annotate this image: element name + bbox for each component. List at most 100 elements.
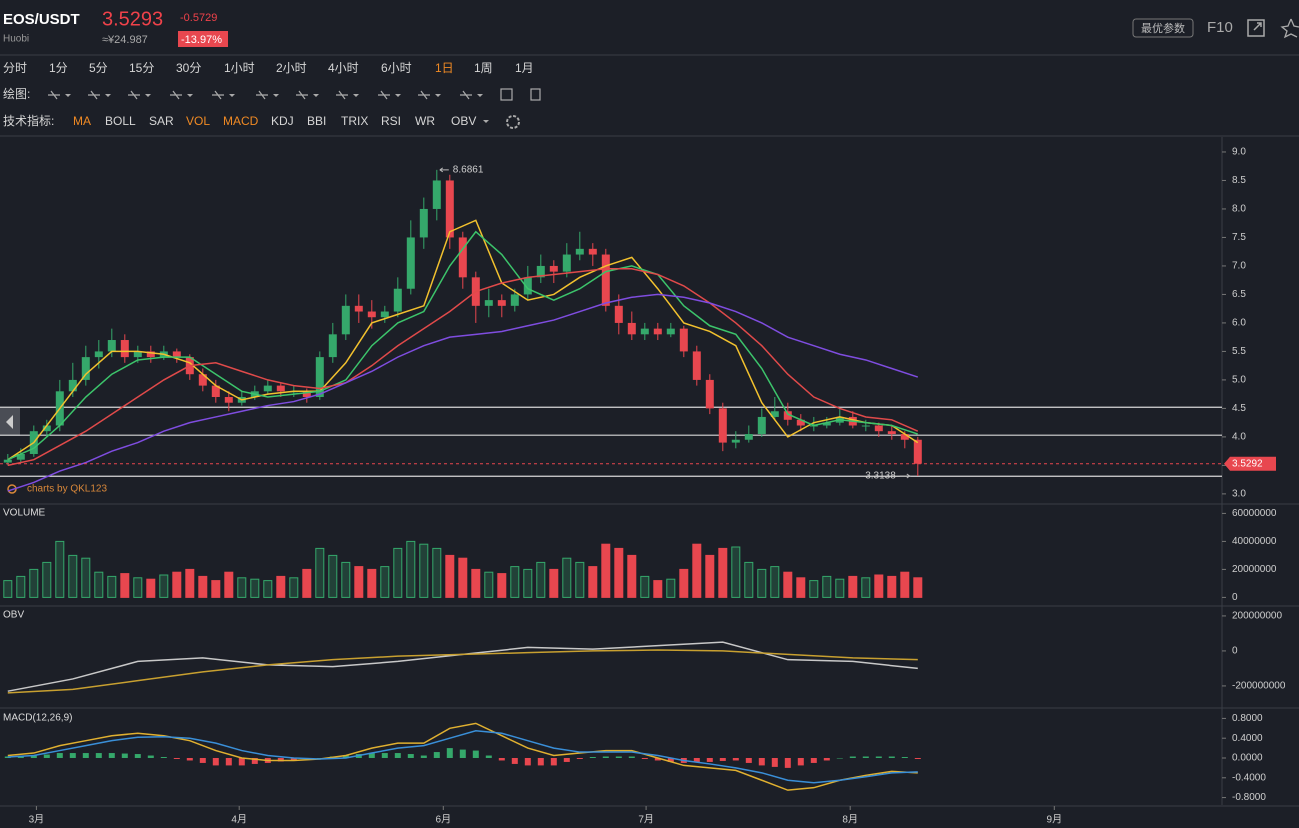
indicator-button[interactable]: VOL — [186, 114, 210, 128]
macd-bar — [563, 757, 570, 762]
tool-icon[interactable] — [500, 88, 513, 101]
tool-caret[interactable] — [313, 94, 319, 97]
tool-caret[interactable] — [395, 94, 401, 97]
macd-bar — [225, 757, 232, 766]
period-button[interactable]: 1分 — [49, 61, 68, 75]
tool-caret[interactable] — [435, 94, 441, 97]
tool-icon[interactable] — [170, 90, 182, 100]
macd-bar — [615, 756, 622, 758]
indicator-button[interactable]: MA — [73, 114, 91, 128]
volume-bar — [822, 575, 832, 598]
macd-bar — [758, 757, 765, 766]
indicator-button[interactable]: BBI — [307, 114, 326, 128]
indicator-button[interactable]: WR — [415, 114, 435, 128]
macd-bar — [771, 757, 778, 767]
candle-body — [887, 431, 896, 435]
indicator-caret[interactable] — [483, 120, 489, 123]
indicator-button[interactable]: OBV — [451, 114, 476, 128]
star-icon[interactable] — [1280, 18, 1299, 39]
macd-bar — [4, 756, 11, 758]
macd-bar — [537, 757, 544, 766]
period-button[interactable]: 2小时 — [276, 61, 307, 75]
volume-bar — [757, 568, 767, 598]
period-button[interactable]: 1小时 — [224, 61, 255, 75]
tool-icon[interactable] — [530, 88, 541, 101]
tool-caret[interactable] — [273, 94, 279, 97]
candle-body — [133, 351, 142, 358]
period-button[interactable]: 6小时 — [381, 61, 412, 75]
indicator-button[interactable]: KDJ — [271, 114, 294, 128]
macd-bar — [745, 757, 752, 763]
settings-icon[interactable] — [506, 115, 520, 129]
x-tick-label: 9月 — [1047, 814, 1063, 826]
volume-bar — [354, 566, 364, 598]
tool-caret[interactable] — [145, 94, 151, 97]
ma-line — [7, 219, 919, 461]
tool-icon[interactable] — [128, 90, 140, 100]
macd-bar — [30, 755, 37, 758]
volume-bar — [367, 568, 377, 598]
tool-caret[interactable] — [187, 94, 193, 97]
macd-bar — [212, 757, 219, 766]
tool-caret[interactable] — [229, 94, 235, 97]
y-tick-label: 6.0 — [1232, 318, 1246, 329]
candle-body — [354, 305, 363, 312]
tool-caret[interactable] — [353, 94, 359, 97]
period-button[interactable]: 1日 — [435, 61, 454, 75]
candle-body — [861, 425, 870, 427]
tool-icon[interactable] — [88, 90, 100, 100]
macd-bar — [589, 757, 596, 758]
tool-icon[interactable] — [336, 90, 348, 100]
period-button[interactable]: 4小时 — [328, 61, 359, 75]
button[interactable]: 最优参数 — [1141, 21, 1185, 35]
candle-body — [692, 351, 701, 380]
tool-icon[interactable] — [256, 90, 268, 100]
period-button[interactable]: 1周 — [474, 61, 493, 75]
indicator-button[interactable]: SAR — [149, 114, 174, 128]
fullscreen-icon[interactable] — [1247, 19, 1265, 37]
indicator-button[interactable]: TRIX — [341, 114, 368, 128]
candle-body — [263, 385, 272, 392]
y-tick-label: 8.0 — [1232, 204, 1246, 215]
period-button[interactable]: 分时 — [3, 61, 27, 75]
tool-icon[interactable] — [378, 90, 390, 100]
macd-bar — [901, 757, 908, 758]
tool-icon[interactable] — [418, 90, 430, 100]
candle-body — [874, 425, 883, 432]
indicator-button[interactable]: BOLL — [105, 114, 136, 128]
tool-icon[interactable] — [296, 90, 308, 100]
macd-bar — [810, 757, 817, 763]
candle-body — [16, 453, 25, 460]
tool-icon[interactable] — [460, 90, 472, 100]
tool-icon[interactable] — [212, 90, 224, 100]
button-frame[interactable] — [1132, 18, 1194, 38]
macd-bar — [342, 755, 349, 758]
collapse-arrow[interactable] — [6, 415, 13, 429]
macd-bar — [420, 755, 427, 758]
candle-body — [406, 237, 415, 289]
y-tick-label: 7.5 — [1232, 232, 1246, 243]
macd-bar — [43, 754, 50, 758]
y-tick-label: 60000000 — [1232, 508, 1277, 519]
ma-line — [7, 230, 919, 461]
indicator-button[interactable]: RSI — [381, 114, 401, 128]
ma-line — [7, 293, 919, 492]
volume-bar — [406, 540, 416, 598]
period-button[interactable]: 15分 — [129, 61, 154, 75]
tool-caret[interactable] — [105, 94, 111, 97]
period-button[interactable]: 1月 — [515, 61, 534, 75]
tool-caret[interactable] — [65, 94, 71, 97]
macd-bar — [732, 757, 739, 761]
x-tick-label: 3月 — [29, 814, 45, 826]
tool-caret[interactable] — [477, 94, 483, 97]
button[interactable]: F10 — [1207, 19, 1233, 36]
volume-bar — [146, 578, 156, 598]
period-button[interactable]: 30分 — [176, 61, 201, 75]
candle-body — [81, 357, 90, 380]
y-tick-label: -0.4000 — [1232, 772, 1266, 783]
tool-icon[interactable] — [48, 90, 60, 100]
period-button[interactable]: 5分 — [89, 61, 108, 75]
volume-bar — [744, 561, 754, 598]
candle-body — [913, 439, 922, 464]
indicator-button[interactable]: MACD — [223, 114, 259, 128]
